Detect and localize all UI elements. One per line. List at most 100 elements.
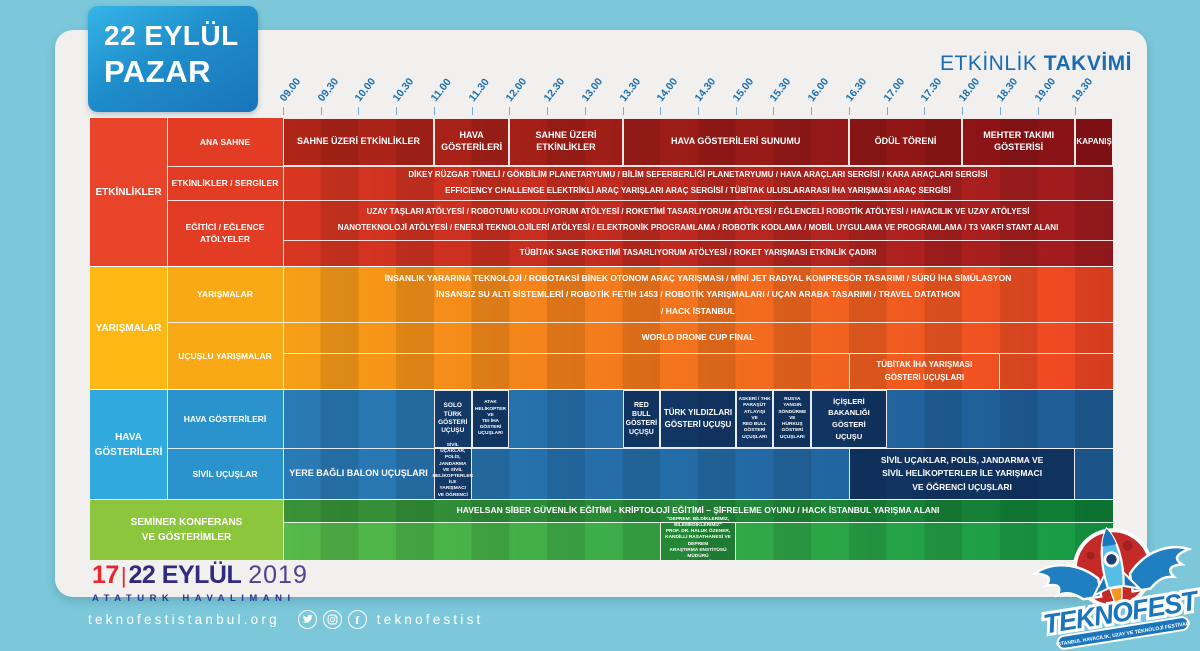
calendar-title: ETKİNLİK TAKVİMİ bbox=[940, 52, 1132, 76]
calendar-title-bold: TAKVİMİ bbox=[1043, 52, 1132, 75]
row-label: UÇUŞLU YARIŞMALAR bbox=[167, 322, 283, 389]
schedule-cell: RED BULL GÖSTERİ UÇUŞU bbox=[622, 390, 661, 448]
logo-banner bbox=[1056, 616, 1190, 650]
facebook-icon[interactable]: f bbox=[347, 610, 367, 629]
section-label: HAVA GÖSTERİLERİ bbox=[90, 390, 167, 499]
row-label: ANA SAHNE bbox=[167, 118, 283, 166]
time-tick bbox=[735, 107, 737, 115]
row-divider bbox=[167, 200, 1113, 201]
schedule-cell: "DEPREM: BİLDİKLERİMİZ, BİLEMEDİKLERİMİZ"… bbox=[660, 517, 736, 560]
schedule-cell: TÜRK YILDIZLARI GÖSTERİ UÇUŞU bbox=[660, 390, 736, 448]
bottom-bar: teknofestistanbul.org f teknofestist bbox=[88, 610, 483, 629]
time-tick bbox=[1037, 107, 1039, 115]
schedule-cell: ÖDÜL TÖRENİ bbox=[848, 118, 963, 166]
schedule-cell: WORLD DRONE CUP FİNAL bbox=[641, 331, 755, 342]
time-tick bbox=[396, 107, 398, 115]
column-divider bbox=[283, 500, 284, 560]
time-tick bbox=[886, 107, 888, 115]
schedule-cell: ATAK HELİKOPTER VE TEI İHA GÖSTERİ UÇUŞLARI bbox=[471, 390, 510, 448]
row-label: EĞİTİCİ / EĞLENCE ATÖLYELER bbox=[167, 200, 283, 266]
date-box: 22 EYLÜL PAZAR bbox=[88, 6, 258, 112]
schedule-cell: İNSANLIK YARARINA TEKNOLOJİ / ROBOTAKSİ … bbox=[384, 272, 1012, 316]
event-date-block: 17 | 22 EYLÜL 2019 ATATURK HAVALIMANI bbox=[92, 561, 308, 604]
time-tick bbox=[698, 107, 699, 115]
time-tick bbox=[1075, 107, 1077, 115]
row-label: HAVA GÖSTERİLERİ bbox=[167, 390, 283, 448]
time-tick bbox=[811, 107, 813, 115]
time-tick bbox=[999, 107, 1001, 115]
schedule-cell: TÜBİTAK SAGE ROKETİMİ TASARLIYORUM ATÖLY… bbox=[519, 247, 877, 257]
row-divider bbox=[167, 166, 1113, 167]
time-tick bbox=[547, 107, 549, 115]
time-tick bbox=[433, 107, 435, 115]
schedule-cell: HAVELSAN SİBER GÜVENLİK EĞİTİMİ - KRİPTO… bbox=[283, 500, 1113, 522]
time-tick bbox=[283, 107, 284, 115]
section-label: SEMİNER KONFERANS VE GÖSTERİMLER bbox=[90, 500, 283, 560]
time-tick bbox=[509, 107, 511, 115]
schedule-cell: MEHTER TAKIMI GÖSTERİSİ bbox=[962, 118, 1076, 166]
date-day: 22 EYLÜL bbox=[104, 20, 239, 51]
social-icons: f bbox=[297, 610, 367, 629]
row-label: YARIŞMALAR bbox=[167, 267, 283, 322]
time-tick bbox=[584, 107, 586, 115]
logo-rocket-nose bbox=[1102, 528, 1117, 547]
schedule-cell: HAVA GÖSTERİLERİ SUNUMU bbox=[622, 118, 849, 166]
twitter-icon[interactable] bbox=[297, 610, 317, 629]
calendar-title-light: ETKİNLİK bbox=[940, 52, 1038, 75]
row-label: ETKİNLİKLER / SERGİLER bbox=[167, 166, 283, 200]
time-tick bbox=[471, 107, 473, 115]
row-divider bbox=[167, 322, 1113, 323]
section-label: ETKİNLİKLER bbox=[90, 118, 167, 266]
time-tick bbox=[962, 107, 964, 115]
logo-rocket-flame bbox=[1109, 586, 1123, 614]
time-tick bbox=[358, 107, 360, 115]
row-label: SİVİL UÇUŞLAR bbox=[167, 448, 283, 499]
subrow-divider bbox=[283, 240, 1113, 241]
schedule-cell: SAHNE ÜZERİ ETKİNLİKLER bbox=[283, 118, 434, 166]
schedule-cell: YERE BAĞLI BALON UÇUŞLARI bbox=[289, 468, 428, 479]
teknofest-logo: TEKNOFEST İSTANBUL HAVACILIK, UZAY VE TE… bbox=[1031, 526, 1200, 650]
date-weekday: PAZAR bbox=[104, 54, 211, 89]
section-yarismalar: YARIŞMALAR YARIŞMALAR İNSANLIK YARARINA TE… bbox=[90, 266, 1113, 389]
time-tick bbox=[660, 107, 662, 115]
time-tick bbox=[924, 107, 926, 115]
schedule-cell: SAHNE ÜZERİ ETKİNLİKLER bbox=[509, 118, 623, 166]
time-tick bbox=[848, 107, 850, 115]
schedule-cell: TÜBİTAK İHA YARIŞMASI GÖSTERİ UÇUŞLARI bbox=[848, 353, 1000, 389]
schedule-cell: SİVİL UÇAKLAR, POLİS, JANDARMA VE SİVİL HEL… bbox=[433, 443, 473, 499]
column-divider bbox=[167, 390, 168, 499]
time-tick bbox=[320, 107, 322, 115]
instagram-icon[interactable] bbox=[322, 610, 342, 629]
schedule-cell: UZAY TAŞLARI ATÖLYESİ / ROBOTUMU KODLUYO… bbox=[337, 207, 1059, 232]
website-link[interactable]: teknofestistanbul.org bbox=[88, 612, 280, 627]
schedule-grid: ETKİNLİKLER ANA SAHNE SAHNE ÜZERİ ETKİNLİK… bbox=[90, 118, 1113, 560]
logo-left-wing bbox=[1031, 564, 1103, 601]
schedule-cell: İÇİŞLERİ BAKANLIĞI GÖSTERİ UÇUŞU bbox=[811, 390, 887, 448]
schedule-cell: RUSYA YANGIN SÖNDÜRME VE HÜRKUŞ GÖSTERİ UÇUŞL… bbox=[773, 390, 812, 448]
column-divider bbox=[167, 118, 168, 266]
section-hava-gosterileri: HAVA GÖSTERİLERİ HAVA GÖSTERİLERİ SOLO TÜRK… bbox=[90, 389, 1113, 499]
schedule-cell: SOLO TÜRK GÖSTERİ UÇUŞU bbox=[433, 390, 472, 448]
venue-label: ATATURK HAVALIMANI bbox=[92, 593, 296, 604]
schedule-cell: ASKERİ / THK PARAŞÜT ATLAYIŞI VE RED BULL GÖS… bbox=[735, 390, 774, 448]
time-tick bbox=[622, 107, 624, 115]
row-divider bbox=[167, 448, 1113, 449]
subrow-divider bbox=[283, 353, 1113, 354]
column-divider bbox=[283, 118, 284, 266]
schedule-cell: DİKEY RÜZGAR TÜNELİ / GÖKBİLİM PLANETARY… bbox=[408, 170, 988, 195]
date-year: 2019 bbox=[248, 561, 308, 589]
column-divider bbox=[167, 267, 168, 389]
event-dates: 17 | 22 EYLÜL 2019 bbox=[92, 561, 308, 590]
section-label: YARIŞMALAR bbox=[90, 267, 167, 389]
schedule-cell: KAPANIŞ bbox=[1075, 118, 1113, 166]
section-etkinlikler: ETKİNLİKLER ANA SAHNE SAHNE ÜZERİ ETKİNLİK… bbox=[90, 118, 1113, 266]
column-divider bbox=[283, 267, 284, 389]
date-separator: | bbox=[120, 563, 127, 588]
date-end: 22 EYLÜL bbox=[128, 561, 242, 589]
date-start: 17 bbox=[92, 561, 119, 589]
logo-right-wing bbox=[1128, 545, 1193, 593]
social-handle[interactable]: teknofestist bbox=[376, 612, 484, 627]
section-seminer: SEMİNER KONFERANS VE GÖSTERİMLER HAVELSAN… bbox=[90, 499, 1113, 560]
column-divider bbox=[283, 390, 284, 499]
